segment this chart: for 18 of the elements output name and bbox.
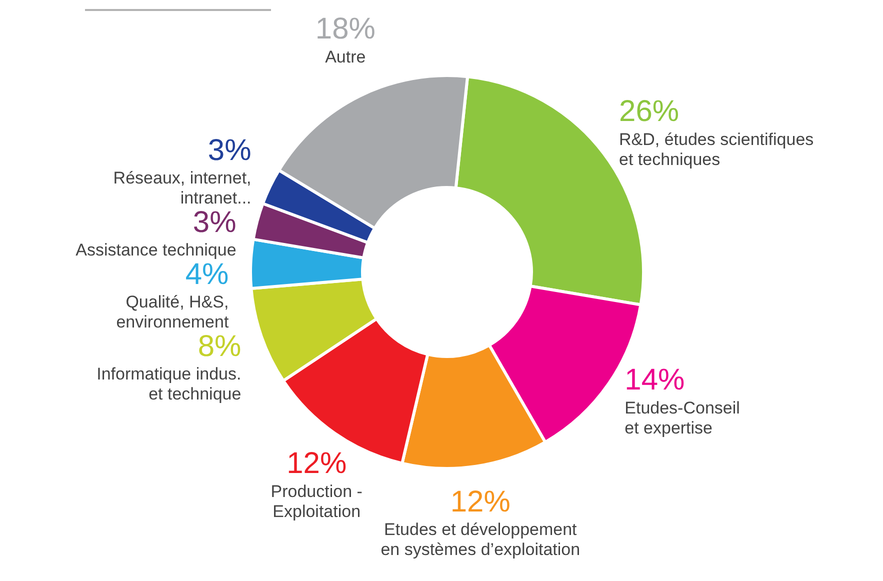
- data-label: 8%: [198, 330, 242, 363]
- slice-label: Assistance technique: [76, 240, 236, 260]
- slice-label: R&D, études scientifiques et techniques: [619, 130, 814, 170]
- data-label: 4%: [185, 258, 229, 291]
- data-label: 3%: [208, 134, 252, 167]
- slice-label: Production - Exploitation: [270, 482, 362, 521]
- data-label: 12%: [286, 446, 347, 480]
- slice-label: Qualité, H&S, environnement: [116, 292, 229, 332]
- data-label: 14%: [624, 364, 685, 397]
- slice-label: Etudes et développement en systèmes d’exploitation: [380, 520, 580, 560]
- slice-label: Etudes-Conseil et expertise: [624, 398, 740, 438]
- slice-label: Réseaux, internet, intranet...: [113, 168, 252, 208]
- data-label: 12%: [450, 485, 510, 518]
- data-label: 3%: [192, 206, 236, 239]
- slice-label: Informatique indus. et technique: [96, 364, 242, 404]
- data-label: 26%: [619, 95, 680, 128]
- slice-label: Autre: [325, 48, 366, 67]
- data-label: 18%: [315, 12, 376, 46]
